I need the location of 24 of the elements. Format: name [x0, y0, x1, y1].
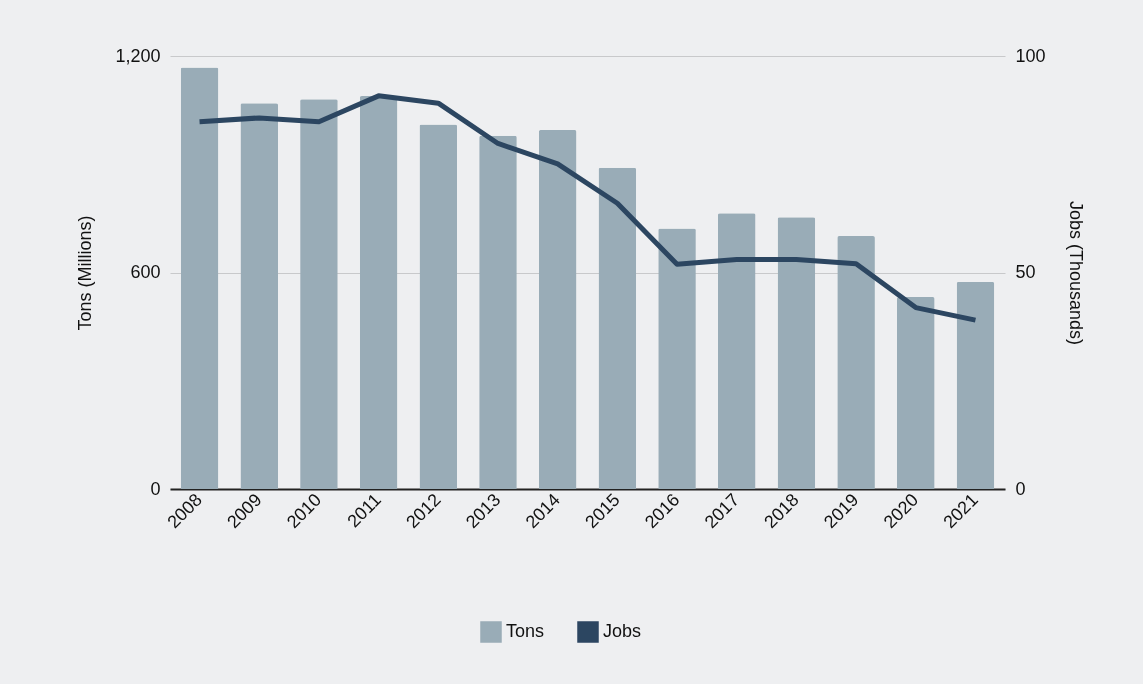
- bar: [300, 99, 338, 489]
- bar: [180, 67, 219, 489]
- bar: [956, 281, 995, 489]
- bar: [479, 135, 517, 489]
- y2-tick-label: 50: [1015, 262, 1036, 282]
- bar: [717, 213, 756, 489]
- bar: [538, 129, 577, 489]
- bar: [419, 124, 458, 489]
- y-axis-title: Tons (Millions): [75, 215, 96, 331]
- y-tick-label: 1,200: [115, 45, 161, 66]
- bar: [837, 236, 875, 489]
- y-tick-label: 0: [150, 478, 161, 499]
- legend-label: Tons: [506, 621, 545, 641]
- bar: [359, 96, 398, 489]
- legend-label: Jobs: [603, 621, 642, 641]
- bar: [896, 297, 935, 489]
- bar: [240, 103, 279, 489]
- y2-tick-label: 100: [1015, 45, 1046, 66]
- bar: [777, 217, 816, 489]
- bar: [658, 228, 696, 489]
- bar: [598, 167, 637, 489]
- y2-tick-label: 0: [1015, 478, 1026, 499]
- y2-axis-title: Jobs (Thousands): [1065, 200, 1086, 346]
- y-tick-label: 600: [130, 262, 161, 282]
